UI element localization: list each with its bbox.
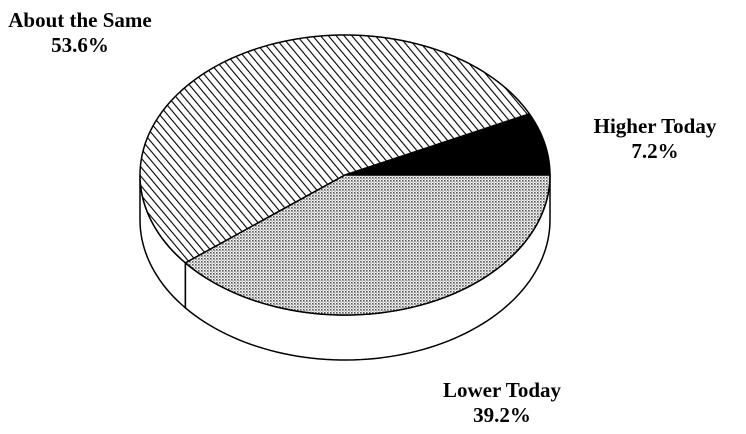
slice-value-label: 7.2% [631, 139, 678, 163]
slice-value-label: 39.2% [473, 403, 531, 427]
slice-label: Higher Today [594, 114, 717, 138]
slice-label: About the Same [8, 8, 152, 32]
slice-label: Lower Today [443, 378, 562, 402]
slice-value-label: 53.6% [51, 33, 109, 57]
pie-slice [184, 174, 551, 316]
pie-slice [139, 34, 531, 264]
pie-slice [344, 112, 551, 176]
